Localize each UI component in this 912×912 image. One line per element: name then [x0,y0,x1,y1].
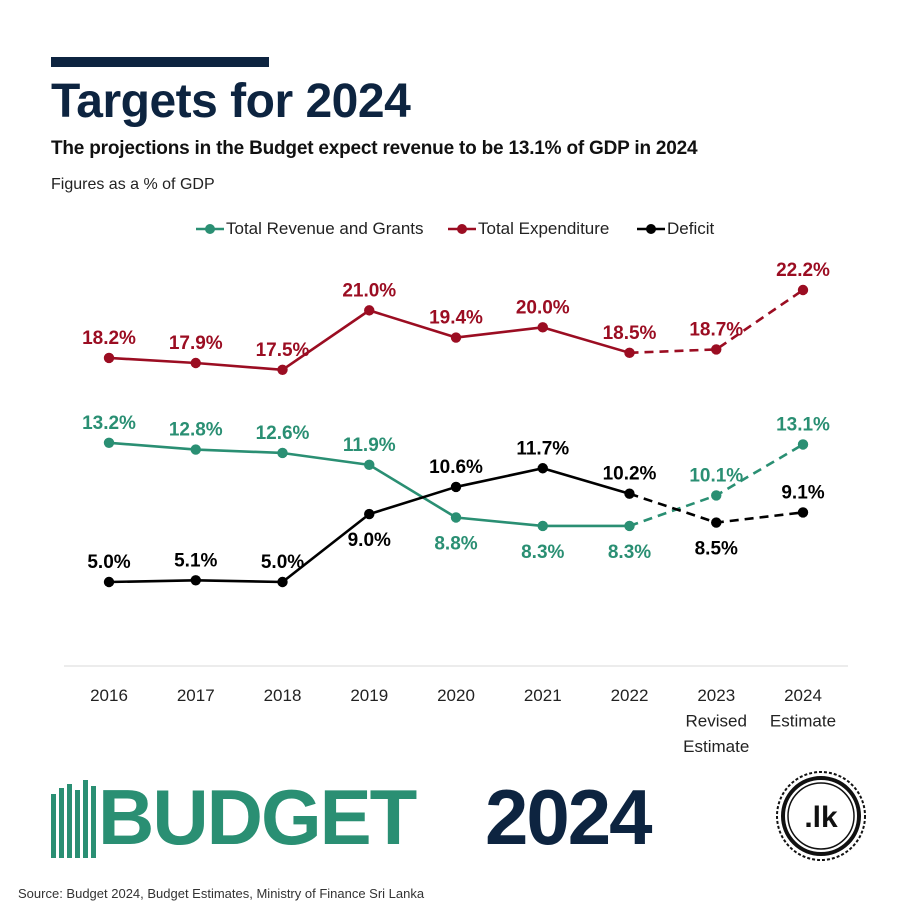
x-tick-label: Estimate [770,712,836,731]
legend-swatch-revenue [196,224,224,234]
series-projection-line-expenditure [629,288,804,355]
data-label-expenditure: 21.0% [342,280,396,301]
data-label-revenue: 13.1% [776,414,830,435]
data-label-expenditure: 18.7% [689,319,743,340]
x-tick-label: 2023 [697,686,735,705]
data-point-expenditure [797,284,809,296]
data-label-deficit: 5.1% [174,550,217,571]
logo-barcode-stripes [51,780,96,858]
data-point-expenditure [711,344,722,355]
data-point-expenditure [277,364,288,375]
data-label-expenditure: 17.5% [256,340,310,361]
x-tick-label: 2021 [524,686,562,705]
data-point-deficit [190,575,201,586]
x-tick-label: 2016 [90,686,128,705]
data-point-expenditure [537,322,548,333]
data-label-deficit: 10.6% [429,457,483,478]
data-point-expenditure [103,352,115,364]
data-label-expenditure: 18.5% [603,323,657,344]
data-label-expenditure: 17.9% [169,333,223,354]
data-point-revenue [624,520,635,532]
x-tick-label: 2020 [437,686,475,705]
data-label-deficit: 10.2% [603,464,657,485]
data-point-deficit [364,508,375,520]
x-tick-label: 2017 [177,686,215,705]
data-point-revenue [277,447,288,459]
seal-text: .lk [804,801,838,834]
data-point-deficit [537,463,548,474]
x-tick-label: 2019 [350,686,388,705]
data-label-revenue: 11.9% [343,435,396,456]
title-rule [51,57,269,67]
data-point-expenditure [450,332,462,343]
x-tick-label: Estimate [683,737,749,756]
data-point-revenue [537,520,548,532]
x-tick-label: Revised [686,712,747,731]
legend-swatch-expenditure [448,224,476,234]
legend-label-deficit: Deficit [667,219,715,238]
page-subtitle: The projections in the Budget expect rev… [51,138,698,159]
data-point-expenditure [364,305,375,316]
data-label-expenditure: 19.4% [429,308,483,329]
data-label-revenue: 8.3% [521,542,564,563]
data-point-revenue [190,444,201,455]
data-label-expenditure: 20.0% [516,297,570,318]
data-point-revenue [797,439,809,450]
x-tick-label: 2024 [784,686,822,705]
data-label-revenue: 8.3% [608,542,651,563]
logo-budget-word: BUDGET [98,773,417,861]
data-label-deficit: 9.1% [781,482,824,503]
data-label-revenue: 8.8% [434,533,477,554]
data-label-revenue: 10.1% [689,465,743,486]
legend-label-expenditure: Total Expenditure [478,219,610,238]
legend-label-revenue: Total Revenue and Grants [226,219,424,238]
data-label-deficit: 8.5% [695,539,738,560]
data-point-revenue [450,512,462,523]
units-note: Figures as a % of GDP [51,176,215,193]
data-point-revenue [364,459,375,471]
source-note: Source: Budget 2024, Budget Estimates, M… [18,886,425,901]
data-label-expenditure: 22.2% [776,260,830,281]
data-label-deficit: 9.0% [348,530,391,551]
data-label-revenue: 13.2% [82,413,136,434]
data-point-deficit [277,576,288,588]
data-point-deficit [450,481,462,493]
data-label-revenue: 12.8% [169,420,223,441]
data-point-revenue [711,490,722,501]
data-point-expenditure [624,347,635,359]
chart-legend: Total Revenue and Grants Total Expenditu… [0,218,912,240]
data-point-deficit [711,517,722,528]
data-point-deficit [624,488,635,499]
data-point-deficit [797,507,809,518]
lk-seal-icon: .lk [776,771,866,861]
data-label-deficit: 11.7% [516,438,569,459]
data-label-deficit: 5.0% [87,552,130,573]
data-point-deficit [103,576,115,588]
data-point-revenue [103,437,115,448]
page-title: Targets for 2024 [51,75,411,128]
data-label-revenue: 12.6% [256,423,310,444]
legend-swatch-deficit [637,224,665,234]
legend-item-revenue: Total Revenue and Grants [196,218,424,240]
legend-item-expenditure: Total Expenditure [448,218,609,240]
data-point-expenditure [190,357,201,369]
x-tick-label: 2018 [264,686,302,705]
logo-year: 2024 [485,773,653,861]
data-label-deficit: 5.0% [261,552,304,573]
legend-item-deficit: Deficit [637,218,714,240]
data-label-expenditure: 18.2% [82,328,136,349]
x-tick-label: 2022 [611,686,649,705]
